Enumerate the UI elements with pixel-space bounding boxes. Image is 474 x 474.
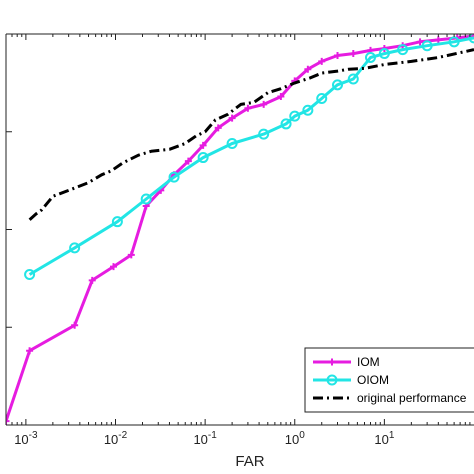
data-point [244,104,252,112]
data-point [332,79,344,91]
data-point [364,51,376,63]
x-tick-label: 10-2 [104,430,128,447]
data-point [421,40,433,52]
data-point [347,73,359,85]
series-oiom [24,34,474,280]
data-point [280,118,292,130]
plot-lines [6,34,474,425]
axes: 10-3 10-2 10-1 100 101 [5,33,474,447]
data-point [26,347,34,355]
x-axis-title: FAR [235,453,264,470]
data-point [88,276,96,284]
data-point [378,48,390,60]
legend-label: OIOM [357,373,389,387]
data-point [127,251,135,259]
data-point [289,110,301,122]
data-point [199,141,207,149]
data-point [302,104,314,116]
data-point [184,157,192,165]
data-point [140,193,152,205]
data-point [24,268,36,280]
data-point [316,93,328,105]
data-point [197,152,209,164]
series-original-performance [28,48,474,221]
data-point [470,34,474,40]
data-point [448,36,460,48]
data-point [434,36,442,44]
data-point [397,44,409,56]
data-point [468,34,474,44]
legend-marker [326,374,338,386]
data-point [214,124,222,132]
data-point [6,417,10,425]
data-point [111,216,123,228]
legend-label: IOM [357,355,380,369]
data-point [168,171,180,183]
data-point [258,128,270,140]
data-point [110,263,118,271]
data-point [318,57,326,65]
data-point [416,38,424,46]
x-tick-label: 10-3 [14,430,38,447]
legend: IOM OIOM original performance [304,347,474,413]
data-point [349,50,357,58]
legend-label: original performance [357,391,467,405]
data-point [69,242,81,254]
x-tick-label: 100 [285,430,305,447]
series-line [28,48,474,221]
data-point [304,65,312,73]
data-point [71,321,79,329]
series-line [28,36,474,276]
data-point [277,93,285,101]
series-line [6,34,474,422]
data-point [226,137,238,149]
data-point [334,52,342,60]
data-point [260,100,268,108]
x-tick-label: 101 [374,430,394,447]
x-tick-label: 10-1 [193,430,217,447]
data-point [228,114,236,122]
legend-marker [328,358,336,366]
